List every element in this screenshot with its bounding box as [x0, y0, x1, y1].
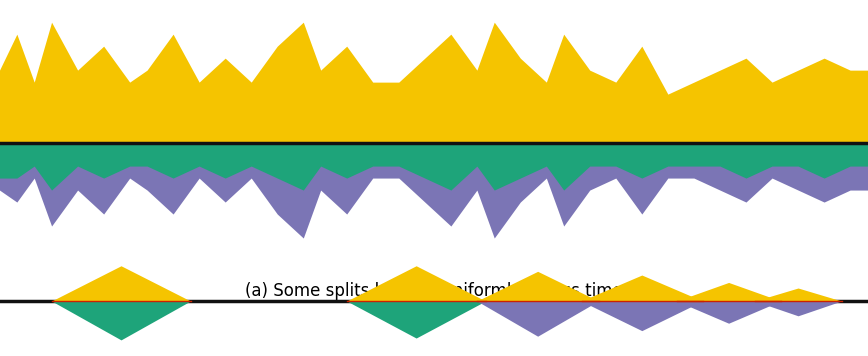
Polygon shape [677, 283, 781, 302]
Polygon shape [755, 288, 842, 302]
Polygon shape [677, 302, 781, 324]
Polygon shape [347, 302, 486, 339]
Polygon shape [582, 276, 703, 302]
Polygon shape [477, 272, 599, 302]
Polygon shape [347, 266, 486, 302]
Polygon shape [52, 302, 191, 340]
Polygon shape [582, 302, 703, 331]
Text: (a) Some splits happen uniformly across time: (a) Some splits happen uniformly across … [245, 282, 623, 300]
Polygon shape [477, 302, 599, 337]
Polygon shape [52, 266, 191, 302]
Polygon shape [755, 302, 842, 316]
